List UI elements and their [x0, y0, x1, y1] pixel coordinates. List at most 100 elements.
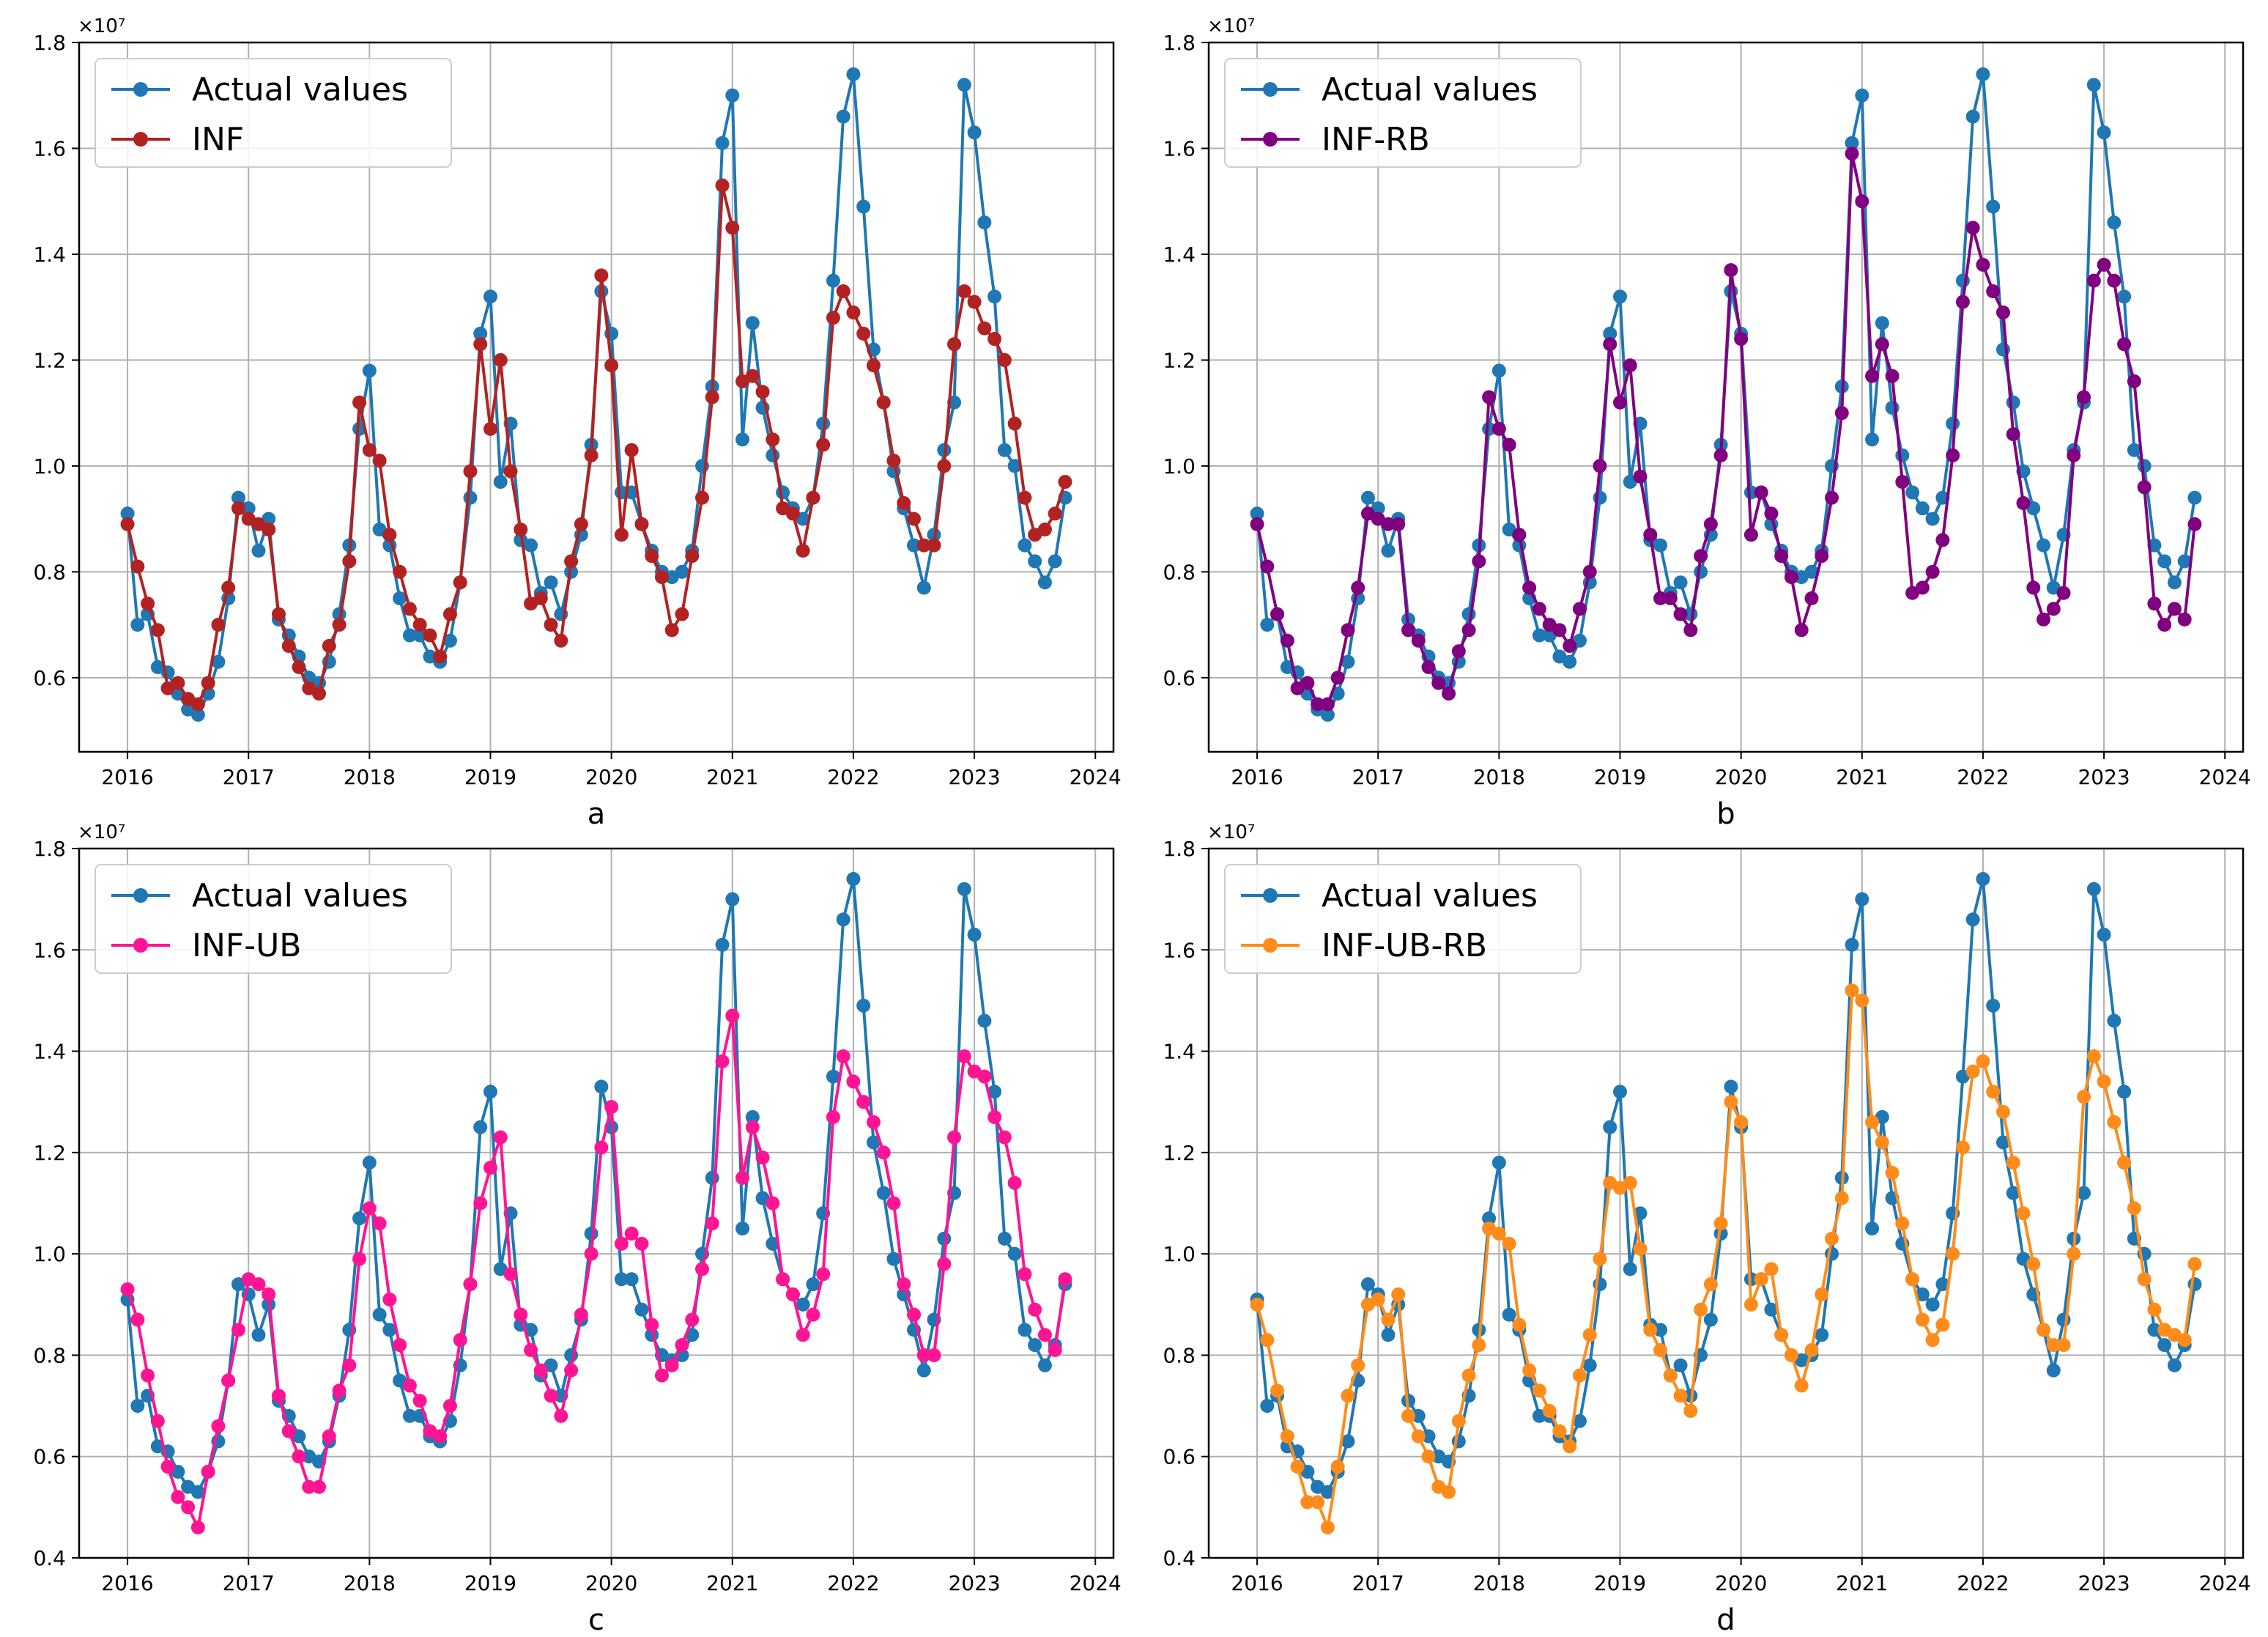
data-point — [1815, 1287, 1829, 1301]
y-tick-label: 0.6 — [1163, 1445, 1196, 1469]
data-point — [1815, 549, 1829, 563]
x-tick-label: 2020 — [585, 1571, 637, 1595]
x-tick-label: 2022 — [827, 765, 879, 789]
legend-marker — [133, 82, 148, 97]
x-tick-label: 2023 — [948, 1571, 1000, 1595]
data-point — [2127, 443, 2141, 457]
data-point — [190, 707, 205, 722]
data-point — [755, 385, 770, 399]
y-tick-label: 1.8 — [1163, 837, 1196, 861]
data-point — [564, 554, 579, 569]
series-inf-ub-rb — [1250, 983, 2202, 1535]
data-point — [1855, 993, 1869, 1008]
data-point — [1955, 295, 1970, 309]
x-tick-label: 2021 — [1836, 1571, 1888, 1595]
series-line — [126, 1014, 1067, 1529]
data-point — [2016, 495, 2031, 510]
data-point — [614, 528, 629, 542]
data-point — [856, 1095, 871, 1109]
data-point — [705, 1216, 719, 1231]
data-point — [1048, 506, 1062, 521]
data-point — [2067, 448, 2081, 462]
x-tick-label: 2018 — [344, 765, 396, 789]
legend: Actual values INF-UB — [94, 864, 452, 974]
data-point — [1018, 538, 1032, 553]
data-point — [614, 1272, 629, 1287]
data-point — [1401, 623, 1415, 638]
data-point — [1774, 1328, 1789, 1342]
data-point — [1764, 1302, 1779, 1317]
data-point — [2187, 1277, 2202, 1292]
data-point — [503, 464, 518, 478]
y-tick-label: 1.6 — [33, 938, 66, 962]
data-point — [190, 1485, 205, 1499]
data-point — [1865, 432, 1880, 447]
data-point — [1311, 697, 1325, 712]
y-tick-label: 1.0 — [1163, 1242, 1196, 1266]
data-point — [342, 1358, 357, 1372]
data-point — [1421, 1449, 1436, 1464]
data-point — [1623, 1262, 1637, 1276]
data-point — [1351, 1358, 1365, 1372]
data-point — [977, 321, 992, 336]
data-point — [1865, 1115, 1880, 1129]
series-line — [1256, 989, 2196, 1529]
data-point — [1260, 618, 1275, 632]
data-point — [1995, 1105, 2010, 1120]
data-point — [271, 607, 286, 621]
x-tick-label: 2016 — [101, 765, 153, 789]
data-point — [745, 316, 760, 330]
data-point — [2067, 1246, 2081, 1261]
data-point — [1482, 390, 1497, 404]
data-point — [1875, 316, 1889, 330]
data-point — [2137, 480, 2152, 495]
data-point — [1058, 1272, 1072, 1287]
data-point — [937, 459, 952, 473]
data-point — [1461, 623, 1476, 638]
data-point — [1491, 1226, 1506, 1241]
data-point — [1381, 1328, 1396, 1342]
data-point — [362, 1201, 377, 1216]
plot-frame — [78, 847, 1115, 1559]
data-point — [1754, 1272, 1768, 1287]
data-point — [1411, 1408, 1426, 1423]
data-point — [1461, 1368, 1476, 1383]
chart-panel-c: 2016 2017 2018 2019 2020 2021 2022 2023 2024 0.4 0… — [33, 821, 1121, 1637]
data-point — [1946, 1246, 1960, 1261]
data-point — [483, 421, 497, 436]
x-tick-label: 2019 — [1594, 765, 1646, 789]
data-point — [1270, 1383, 1285, 1398]
data-point — [1946, 416, 1960, 431]
data-point — [1563, 1439, 1577, 1454]
data-point — [1512, 528, 1527, 542]
data-point — [442, 633, 457, 648]
data-point — [2056, 1312, 2071, 1327]
legend: Actual values INF — [94, 58, 452, 168]
data-point — [695, 490, 710, 505]
data-point — [393, 591, 407, 606]
y-tick-label: 1.6 — [1163, 136, 1196, 160]
data-point — [1804, 564, 1819, 579]
data-point — [937, 1257, 952, 1271]
data-point — [1995, 305, 2010, 319]
data-point — [997, 443, 1012, 457]
data-point — [1895, 475, 1910, 489]
data-point — [624, 443, 639, 457]
data-point — [292, 1449, 306, 1464]
data-point — [916, 580, 931, 595]
data-point — [302, 1479, 316, 1494]
legend-marker — [1263, 82, 1278, 97]
data-point — [1694, 564, 1708, 579]
data-point — [262, 1287, 276, 1301]
data-point — [1694, 1302, 1708, 1317]
data-point — [695, 1262, 710, 1276]
data-point — [897, 1277, 911, 1292]
data-point — [715, 178, 730, 193]
legend-box — [1224, 58, 1582, 168]
data-point — [1965, 1064, 1980, 1079]
series-inf — [120, 178, 1072, 712]
data-point — [1593, 1252, 1607, 1266]
data-point — [957, 284, 971, 299]
x-tick-label: 2017 — [1352, 765, 1404, 789]
chart-panel-a: 2016 2017 2018 2019 2020 2021 2022 2023 2024 0.6 0… — [33, 15, 1121, 831]
